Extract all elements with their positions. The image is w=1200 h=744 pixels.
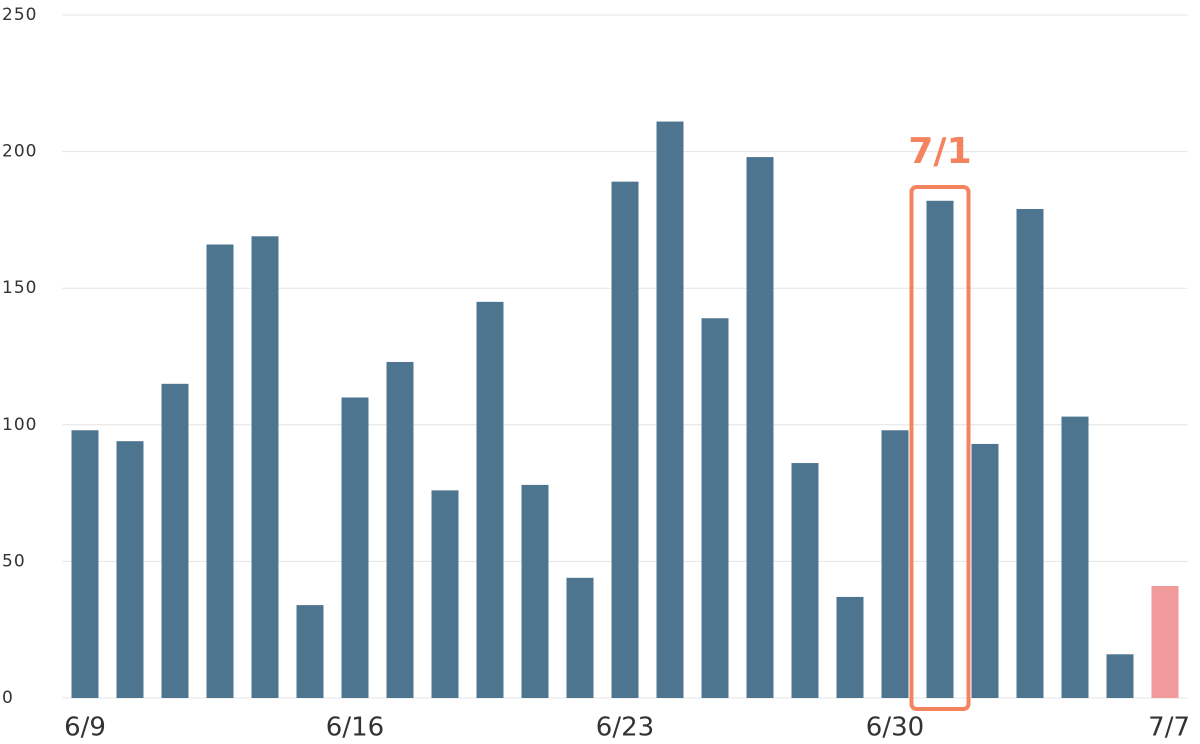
- y-tick-label: 200: [2, 142, 37, 162]
- bar: [611, 181, 639, 699]
- bar: [251, 236, 279, 699]
- y-tick-label: 0: [2, 688, 14, 708]
- bar: [476, 301, 504, 698]
- bar: [296, 605, 324, 698]
- bar: [341, 397, 369, 698]
- x-tick-label: 6/23: [596, 713, 654, 743]
- bar: [116, 441, 144, 698]
- highlight-box: [909, 185, 971, 711]
- bar: [836, 596, 864, 698]
- y-tick-label: 150: [2, 278, 37, 298]
- bar: [926, 200, 954, 698]
- bar: [746, 157, 774, 699]
- y-tick-label: 100: [2, 415, 37, 435]
- bar: [431, 490, 459, 698]
- bar: [656, 121, 684, 699]
- bar: [206, 244, 234, 698]
- x-tick-label: 7/7: [1148, 713, 1190, 743]
- bar: [1061, 416, 1089, 698]
- x-tick-label: 6/30: [866, 713, 924, 743]
- bar: [791, 463, 819, 698]
- bar: [566, 577, 594, 698]
- bar: [1106, 654, 1134, 698]
- y-tick-label: 250: [2, 5, 37, 25]
- bar: [386, 361, 414, 698]
- bar: [1016, 208, 1044, 699]
- bar: [161, 383, 189, 698]
- annotation-label: 7/1: [908, 131, 971, 172]
- bar: [701, 318, 729, 698]
- bar: [71, 430, 99, 698]
- bar: [1151, 585, 1179, 698]
- bar: [521, 484, 549, 698]
- x-tick-label: 6/9: [64, 713, 106, 743]
- x-tick-label: 6/16: [326, 713, 384, 743]
- bar: [881, 430, 909, 698]
- y-tick-label: 50: [2, 551, 26, 571]
- bar: [971, 443, 999, 698]
